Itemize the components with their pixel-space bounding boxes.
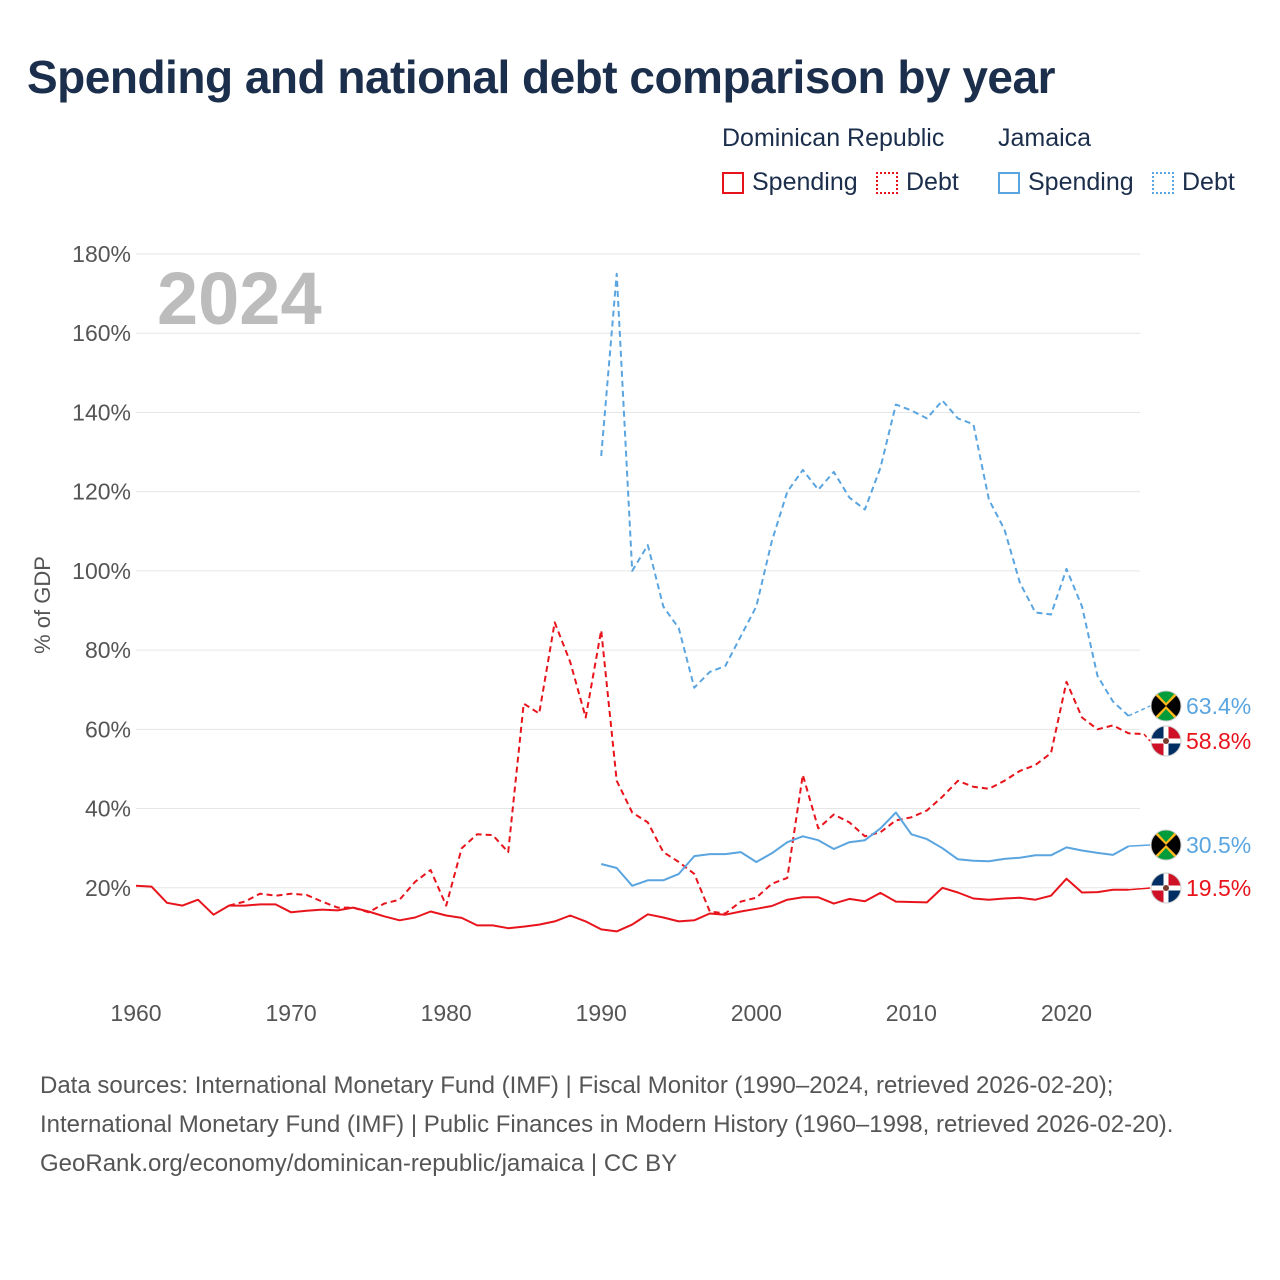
y-tick-label: 160% bbox=[72, 320, 131, 346]
end-value-label: 58.8% bbox=[1186, 728, 1251, 754]
legend-label-jm-debt: Debt bbox=[1182, 168, 1235, 196]
x-tick-label: 2020 bbox=[1041, 1000, 1092, 1026]
data-sources: Data sources: International Monetary Fun… bbox=[40, 1072, 1174, 1138]
end-marker-dominican-republic-debt: 58.8% bbox=[1143, 725, 1251, 757]
series-line-jamaica-debt bbox=[600, 272, 1130, 717]
gridlines bbox=[136, 253, 1140, 889]
legend-item-dr-spending[interactable]: Spending bbox=[722, 168, 858, 197]
y-tick-labels: 20% 40% 60% 80% 100% 120% 140% 160% 180% bbox=[72, 241, 131, 901]
chart-title: Spending and national debt comparison by… bbox=[27, 51, 1056, 103]
end-value-label: 30.5% bbox=[1186, 832, 1251, 858]
legend-swatch-dr-spending bbox=[722, 171, 744, 194]
end-markers: 63.4% 58.8% 30.5% 19.5% bbox=[1128, 690, 1251, 904]
end-value-label: 19.5% bbox=[1186, 875, 1251, 901]
legend-swatch-jm-debt bbox=[1152, 171, 1174, 194]
legend-label-dr-spending: Spending bbox=[752, 168, 858, 196]
x-tick-labels: 1960 1970 1980 1990 2000 2010 2020 bbox=[110, 1000, 1092, 1026]
y-tick-label: 40% bbox=[85, 796, 131, 822]
x-tick-label: 2010 bbox=[886, 1000, 937, 1026]
line-chart: 2024 % of GDP 20% 40% 60% 80% 100% 120% 140% 16… bbox=[30, 241, 1251, 1026]
y-tick-label: 140% bbox=[72, 399, 131, 425]
legend-item-dr-debt[interactable]: Debt bbox=[876, 168, 959, 197]
legend: Dominican Republic Jamaica Spending Debt… bbox=[0, 124, 1280, 204]
y-tick-label: 100% bbox=[72, 558, 131, 584]
x-tick-label: 1980 bbox=[421, 1000, 472, 1026]
legend-swatch-jm-spending bbox=[998, 171, 1020, 194]
legend-item-jm-spending[interactable]: Spending bbox=[998, 168, 1134, 197]
end-marker-dominican-republic-spending: 19.5% bbox=[1128, 872, 1251, 904]
y-tick-label: 80% bbox=[85, 637, 131, 663]
x-tick-label: 1960 bbox=[110, 1000, 161, 1026]
series-line-jamaica-spending bbox=[600, 811, 1129, 887]
x-tick-label: 1990 bbox=[576, 1000, 627, 1026]
credit-link[interactable]: GeoRank.org/economy/dominican-republic/j… bbox=[40, 1150, 678, 1177]
legend-group-dominican-republic: Dominican Republic bbox=[722, 124, 945, 152]
legend-label-dr-debt: Debt bbox=[906, 168, 959, 196]
y-tick-label: 60% bbox=[85, 716, 131, 742]
series-line-dominican-republic-spending bbox=[135, 877, 1129, 933]
y-tick-label: 180% bbox=[72, 241, 131, 267]
legend-label-jm-spending: Spending bbox=[1028, 168, 1134, 196]
footer: Data sources: International Monetary Fun… bbox=[40, 1066, 1240, 1183]
y-tick-label: 20% bbox=[85, 875, 131, 901]
end-marker-jamaica-debt: 63.4% bbox=[1128, 690, 1251, 722]
y-tick-label: 120% bbox=[72, 479, 131, 505]
x-tick-label: 2000 bbox=[731, 1000, 782, 1026]
y-axis-label: % of GDP bbox=[30, 556, 55, 654]
legend-group-jamaica: Jamaica bbox=[998, 124, 1092, 152]
x-tick-label: 1970 bbox=[265, 1000, 316, 1026]
end-value-label: 63.4% bbox=[1186, 693, 1251, 719]
series-lines bbox=[135, 272, 1145, 933]
legend-item-jm-debt[interactable]: Debt bbox=[1152, 168, 1235, 197]
series-line-dominican-republic-debt bbox=[228, 621, 1145, 915]
legend-swatch-dr-debt bbox=[876, 171, 898, 194]
end-marker-jamaica-spending: 30.5% bbox=[1128, 829, 1251, 861]
year-watermark: 2024 bbox=[157, 257, 322, 340]
